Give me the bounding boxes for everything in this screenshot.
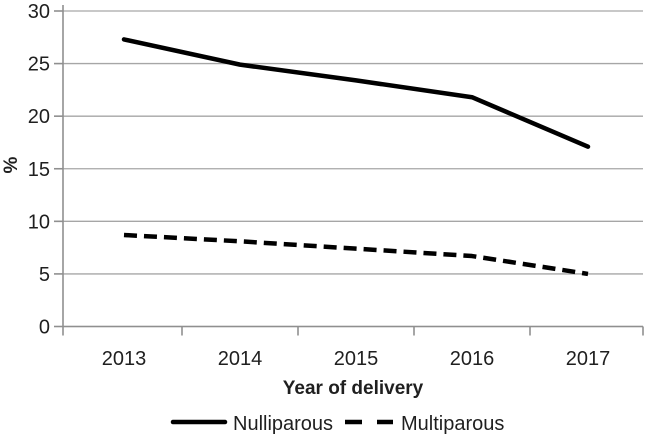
x-tick-label: 2014 [218, 348, 263, 370]
y-axis-title: % [1, 156, 22, 173]
y-tick-label: 10 [28, 211, 50, 233]
y-tick-label: 30 [28, 1, 50, 23]
legend-label-nulliparous: Nulliparous [233, 413, 333, 435]
y-tick-label: 0 [39, 317, 50, 339]
y-tick-label: 15 [28, 159, 50, 181]
y-tick-label: 25 [28, 54, 50, 76]
axes [54, 5, 644, 336]
x-tick-label: 2016 [450, 348, 495, 370]
series-line-multiparous [123, 232, 589, 277]
x-axis-tick-labels: 2013 2014 2015 2016 2017 [102, 348, 611, 370]
legend-label-multiparous: Multiparous [401, 413, 504, 435]
x-tick-label: 2015 [334, 348, 379, 370]
legend: Nulliparous Multiparous [170, 413, 504, 435]
x-tick-label: 2017 [566, 348, 611, 370]
series-line-nulliparous [121, 37, 591, 149]
y-tick-label: 20 [28, 106, 50, 128]
series-lines [121, 37, 591, 277]
gridlines [63, 10, 643, 328]
x-tick-label: 2013 [102, 348, 147, 370]
x-axis-title: Year of delivery [283, 378, 424, 399]
y-axis-tick-labels: 0 5 10 15 20 25 30 [28, 1, 50, 339]
y-tick-label: 5 [39, 264, 50, 286]
